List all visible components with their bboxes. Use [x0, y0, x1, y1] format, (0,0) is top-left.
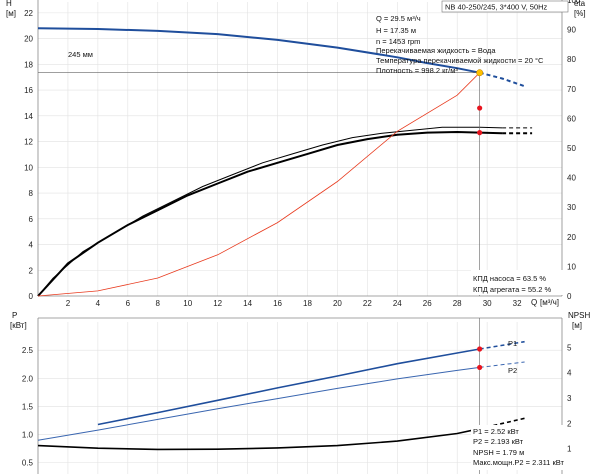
p1-curve-ext [479, 340, 525, 350]
pump-efficiency: КПД насоса = 63.5 % [473, 274, 546, 283]
q-tick-20: 20 [333, 299, 342, 308]
h-tick-10: 10 [24, 163, 33, 172]
p1-label: P1 [508, 339, 517, 348]
bottom-left-axis-unit: [кВт] [10, 321, 27, 330]
p-tick-0.5: 0.5 [22, 459, 34, 468]
npsh-tick-4: 4 [567, 369, 572, 378]
npsh-tick-5: 5 [567, 343, 572, 352]
power-p2: P2 = 2.193 кВт [473, 437, 524, 446]
h-tick-8: 8 [29, 189, 34, 198]
eta-tick-50: 50 [567, 144, 576, 153]
info-density: Плотность = 998.2 кг/м³ [376, 66, 458, 75]
op-point-top-2 [477, 105, 483, 111]
eta-tick-30: 30 [567, 203, 576, 212]
q-tick-16: 16 [273, 299, 282, 308]
info-head: H = 17.35 м [376, 26, 416, 35]
x-axis-label: Q [531, 298, 537, 307]
power-info-box [471, 425, 566, 470]
q-tick-24: 24 [393, 299, 402, 308]
op-point-bottom-1 [477, 364, 483, 371]
p1-curve [97, 348, 480, 426]
p2-label: P2 [508, 366, 517, 375]
eta-tick-40: 40 [567, 174, 576, 183]
tick-labels: 2468101214161820221020304050607080901002… [22, 0, 581, 468]
top-left-axis-label: H [6, 0, 12, 8]
p2-curve [37, 366, 480, 441]
h-tick-16: 16 [24, 86, 33, 95]
op-point-top-0 [476, 69, 484, 77]
info-temperature: Температура перекачиваемой жидкости = 20… [376, 56, 544, 65]
q-tick-26: 26 [423, 299, 432, 308]
info-liquid: Перекачиваемая жидкость = Вода [376, 46, 496, 55]
eta-tick-100: 100 [567, 0, 581, 5]
h-tick-22: 22 [24, 9, 33, 18]
op-point-top-1 [477, 130, 483, 136]
h-tick-6: 6 [29, 215, 34, 224]
h-tick-0: 0 [29, 292, 34, 301]
q-tick-10: 10 [183, 299, 192, 308]
q-tick-28: 28 [453, 299, 462, 308]
top-left-axis-unit: [м] [6, 9, 16, 18]
eta-tick-0: 0 [567, 292, 572, 301]
x-axis-unit: [м³/ч] [540, 298, 559, 307]
npsh-tick-1: 1 [567, 445, 572, 454]
info-flow: Q = 29.5 м³/ч [376, 14, 421, 23]
header-box [441, 0, 569, 13]
h-tick-2: 2 [29, 266, 34, 275]
grid-top [38, 2, 562, 296]
eta-tick-60: 60 [567, 114, 576, 123]
q-tick-12: 12 [213, 299, 222, 308]
p2-curve-ext [479, 361, 525, 368]
npsh-value: NPSH = 1.79 м [473, 448, 524, 457]
p-tick-2.5: 2.5 [22, 346, 34, 355]
q-tick-6: 6 [126, 299, 131, 308]
impeller-label: 245 мм [68, 50, 93, 59]
p-tick-2: 2.0 [22, 374, 34, 383]
bottom-left-axis-label: P [12, 311, 17, 320]
bottom-right-axis-label: NPSH [568, 311, 590, 320]
system-curve [37, 72, 480, 297]
eta-tick-20: 20 [567, 233, 576, 242]
q-tick-8: 8 [156, 299, 161, 308]
eta-tick-80: 80 [567, 55, 576, 64]
h-tick-14: 14 [24, 112, 33, 121]
eta-tick-90: 90 [567, 26, 576, 35]
npsh-curve [37, 427, 480, 451]
info-speed: n = 1453 rpm [376, 37, 420, 46]
eta-unit-curve [37, 130, 503, 297]
eta-pump-curve [37, 126, 503, 297]
eta-tick-10: 10 [567, 262, 576, 271]
h-tick-4: 4 [29, 241, 34, 250]
p-tick-1: 1.0 [22, 431, 34, 440]
power-p1: P1 = 2.52 кВт [473, 427, 519, 436]
bottom-right-axis-unit: [м] [572, 321, 582, 330]
h-tick-18: 18 [24, 60, 33, 69]
max-power-p2: Макс.мощн.P2 = 2.311 кВт [473, 458, 564, 467]
top-right-axis-unit: [%] [574, 9, 586, 18]
q-tick-18: 18 [303, 299, 312, 308]
q-tick-30: 30 [483, 299, 492, 308]
h-tick-20: 20 [24, 35, 33, 44]
axes [37, 0, 563, 474]
h-tick-12: 12 [24, 138, 33, 147]
npsh-tick-3: 3 [567, 394, 572, 403]
top-right-axis-label: eta [574, 0, 586, 8]
p-tick-1.5: 1.5 [22, 402, 34, 411]
q-tick-32: 32 [513, 299, 522, 308]
q-tick-22: 22 [363, 299, 372, 308]
op-point-bottom-0 [477, 346, 483, 352]
npsh-tick-2: 2 [567, 419, 572, 428]
q-tick-14: 14 [243, 299, 252, 308]
pump-title: NB 40-250/245, 3*400 V, 50Hz [445, 3, 548, 12]
q-tick-4: 4 [96, 299, 101, 308]
unit-efficiency: КПД агрегата = 55.2 % [473, 285, 551, 294]
q-tick-2: 2 [66, 299, 71, 308]
efficiency-box [471, 270, 563, 295]
head-curve-ext [479, 71, 525, 88]
series [37, 27, 533, 474]
head-curve [37, 27, 480, 74]
eta-tick-70: 70 [567, 85, 576, 94]
